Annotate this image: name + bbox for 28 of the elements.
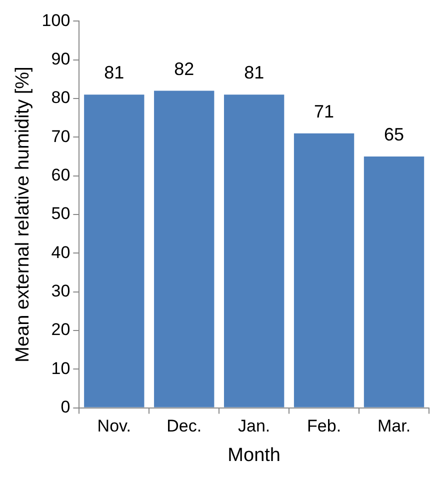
x-tick-label: Nov. [97, 416, 131, 436]
y-tick-label: 90 [51, 50, 70, 69]
bar [294, 133, 354, 408]
y-tick-label: 80 [51, 88, 70, 108]
data-label: 71 [314, 101, 334, 122]
x-tick-label: Jan. [238, 416, 270, 436]
data-label: 81 [104, 62, 124, 83]
y-tick-label: 0 [60, 397, 70, 416]
x-tick-label: Feb. [307, 416, 342, 436]
bar [364, 156, 424, 408]
y-tick-label: 100 [42, 10, 70, 30]
bar [154, 90, 214, 408]
data-label: 65 [384, 124, 404, 144]
data-label: 82 [174, 58, 194, 79]
y-tick-label: 60 [51, 166, 70, 185]
bar [224, 94, 284, 408]
x-axis-title: Month [228, 444, 280, 466]
y-tick-label: 20 [51, 320, 70, 340]
y-tick-label: 50 [51, 204, 70, 224]
y-tick-label: 70 [51, 126, 70, 146]
y-tick-label: 10 [51, 358, 70, 378]
x-tick-label: Mar. [377, 416, 411, 436]
bar [84, 94, 144, 408]
x-tick-label: Dec. [166, 416, 202, 436]
y-tick-label: 40 [51, 242, 70, 262]
y-axis-title: Mean external relative humidity [%] [12, 66, 34, 362]
y-tick-label: 30 [51, 282, 70, 301]
data-label: 81 [244, 62, 264, 83]
